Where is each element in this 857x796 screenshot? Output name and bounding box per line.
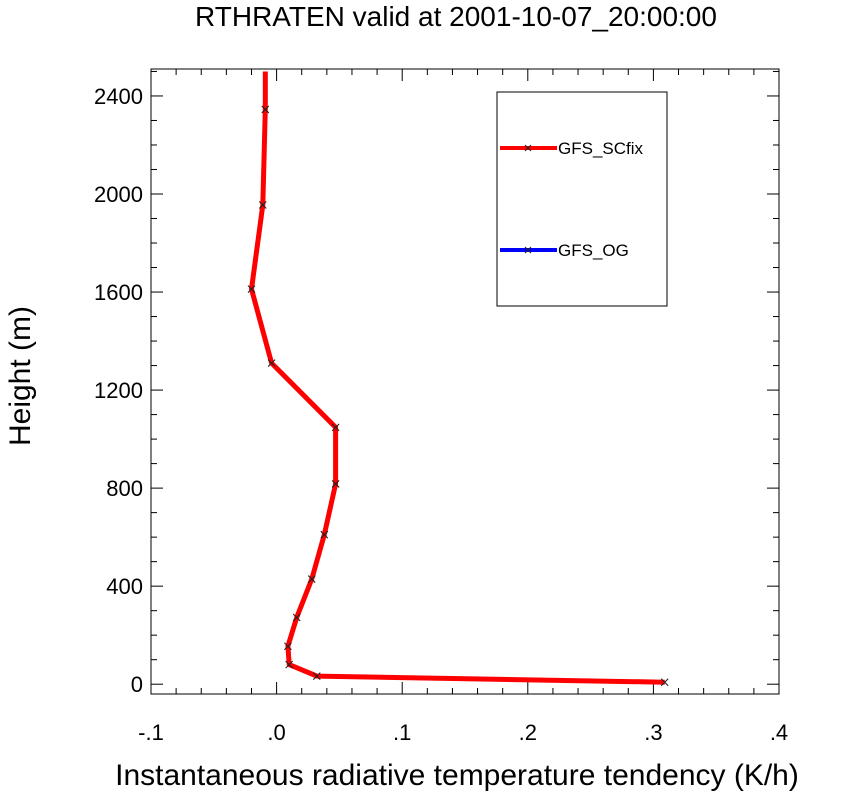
series-layer [247, 71, 669, 687]
data-point-marker [258, 201, 267, 209]
x-tick-label: .0 [267, 720, 285, 745]
legend-label-GFS_SCfix: GFS_SCfix [558, 139, 644, 158]
x-tick-label: .1 [393, 720, 411, 745]
y-tick-label: 2000 [94, 182, 143, 207]
legend-label-GFS_OG: GFS_OG [558, 241, 629, 260]
y-tick-label: 1600 [94, 280, 143, 305]
legend-marker [524, 144, 532, 152]
data-point-marker [285, 660, 294, 669]
plot-frame [150, 68, 780, 695]
data-point-marker [267, 359, 276, 368]
x-axis: -.1 .0 .1 .2 .3 .4 [138, 69, 788, 745]
y-tick-label: 400 [106, 574, 143, 599]
data-point-marker [284, 642, 292, 651]
y-tick-label: 1200 [94, 378, 143, 403]
y-tick-label: 2400 [94, 84, 143, 109]
data-point-marker [660, 678, 669, 687]
data-point-marker [331, 480, 340, 488]
legend: GFS_SCfix GFS_OG [496, 91, 668, 307]
x-tick-label: .4 [770, 720, 788, 745]
y-tick-label: 0 [131, 672, 143, 697]
x-tick-label: .2 [519, 720, 537, 745]
legend-box [496, 91, 668, 307]
chart-title: RTHRATEN valid at 2001-10-07_20:00:00 [195, 1, 717, 32]
data-point-marker [307, 575, 316, 583]
data-point-marker [331, 423, 340, 432]
data-point-marker [247, 285, 256, 293]
y-axis-label: Height (m) [4, 306, 37, 446]
data-point-marker [312, 672, 321, 680]
y-axis: 0 400 800 1200 1600 2000 2400 [94, 70, 779, 697]
x-tick-label: .3 [644, 720, 662, 745]
data-point-marker [261, 105, 270, 114]
x-tick-label: -.1 [138, 720, 164, 745]
legend-marker [524, 246, 532, 254]
data-point-marker [320, 530, 329, 539]
x-axis-label: Instantaneous radiative temperature tend… [115, 759, 799, 792]
y-tick-label: 800 [106, 476, 143, 501]
series-line-GFS_SCfix [249, 71, 665, 685]
data-point-marker [292, 613, 301, 622]
